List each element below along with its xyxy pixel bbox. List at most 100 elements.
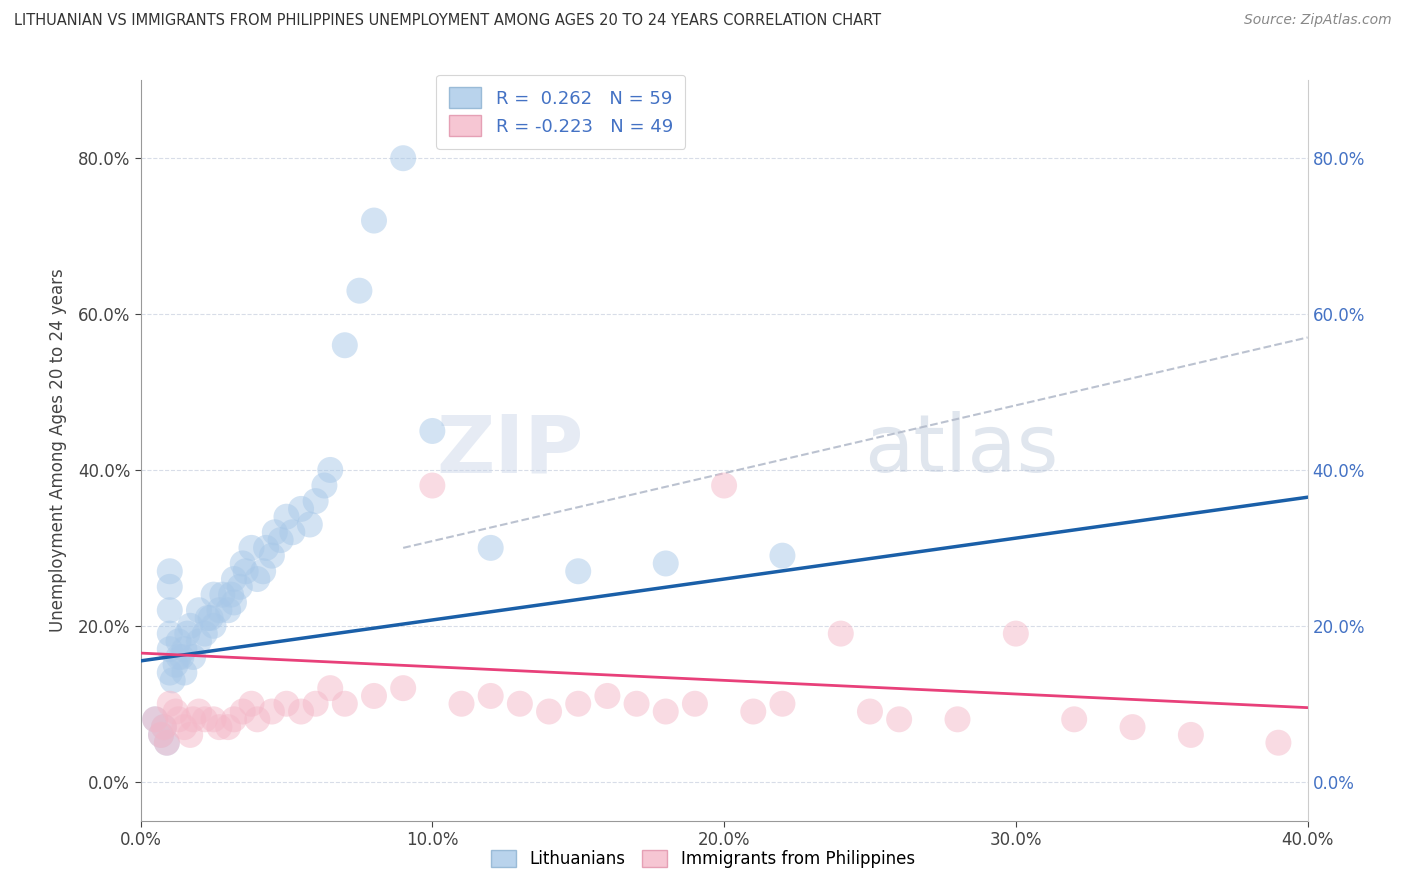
Legend: R =  0.262   N = 59, R = -0.223   N = 49: R = 0.262 N = 59, R = -0.223 N = 49 [436, 75, 686, 149]
Point [349, 284, 371, 298]
Point [173, 720, 195, 734]
Point [260, 705, 283, 719]
Point [156, 736, 179, 750]
Point [305, 697, 328, 711]
Point [946, 712, 969, 726]
Point [450, 697, 472, 711]
Point [1267, 736, 1289, 750]
Point [208, 603, 231, 617]
Point [281, 525, 304, 540]
Point [179, 728, 201, 742]
Point [156, 736, 179, 750]
Point [153, 720, 176, 734]
Point [254, 541, 277, 555]
Point [240, 541, 263, 555]
Point [305, 494, 328, 508]
Point [143, 712, 166, 726]
Point [1122, 720, 1144, 734]
Point [567, 564, 589, 578]
Point [232, 557, 254, 571]
Point [263, 525, 285, 540]
Point [1005, 626, 1028, 640]
Point [208, 720, 231, 734]
Point [276, 509, 298, 524]
Point [150, 728, 173, 742]
Point [179, 619, 201, 633]
Point [173, 665, 195, 680]
Point [479, 541, 502, 555]
Point [859, 705, 882, 719]
Point [170, 650, 193, 665]
Point [655, 557, 678, 571]
Text: Source: ZipAtlas.com: Source: ZipAtlas.com [1244, 13, 1392, 28]
Point [167, 712, 190, 726]
Point [683, 697, 706, 711]
Point [479, 689, 502, 703]
Point [246, 572, 269, 586]
Point [713, 478, 735, 492]
Point [596, 689, 619, 703]
Point [333, 338, 356, 352]
Text: LITHUANIAN VS IMMIGRANTS FROM PHILIPPINES UNEMPLOYMENT AMONG AGES 20 TO 24 YEARS: LITHUANIAN VS IMMIGRANTS FROM PHILIPPINE… [14, 13, 882, 29]
Point [165, 705, 187, 719]
Point [392, 151, 415, 165]
Point [217, 603, 239, 617]
Point [176, 626, 198, 640]
Point [392, 681, 415, 695]
Point [319, 681, 342, 695]
Legend: Lithuanians, Immigrants from Philippines: Lithuanians, Immigrants from Philippines [485, 843, 921, 875]
Point [159, 697, 181, 711]
Point [153, 720, 176, 734]
Y-axis label: Unemployment Among Ages 20 to 24 years: Unemployment Among Ages 20 to 24 years [49, 268, 66, 632]
Point [162, 673, 184, 688]
Point [165, 657, 187, 672]
Point [197, 611, 219, 625]
Point [260, 549, 283, 563]
Point [202, 588, 225, 602]
Point [202, 712, 225, 726]
Point [159, 564, 181, 578]
Point [167, 634, 190, 648]
Point [217, 720, 239, 734]
Point [772, 549, 794, 563]
Point [167, 650, 190, 665]
Point [188, 603, 211, 617]
Point [333, 697, 356, 711]
Point [1063, 712, 1085, 726]
Point [422, 424, 444, 438]
Point [181, 712, 204, 726]
Text: atlas: atlas [865, 411, 1059, 490]
Point [270, 533, 292, 547]
Point [314, 478, 336, 492]
Point [229, 580, 252, 594]
Point [222, 595, 245, 609]
Point [830, 626, 852, 640]
Point [181, 650, 204, 665]
Point [202, 619, 225, 633]
Point [222, 572, 245, 586]
Text: ZIP: ZIP [437, 411, 583, 490]
Point [363, 213, 385, 227]
Point [246, 712, 269, 726]
Point [159, 626, 181, 640]
Point [567, 697, 589, 711]
Point [232, 705, 254, 719]
Point [509, 697, 531, 711]
Point [194, 626, 217, 640]
Point [222, 712, 245, 726]
Point [319, 463, 342, 477]
Point [200, 611, 222, 625]
Point [235, 564, 257, 578]
Point [159, 665, 181, 680]
Point [363, 689, 385, 703]
Point [290, 502, 312, 516]
Point [211, 588, 233, 602]
Point [194, 712, 217, 726]
Point [1180, 728, 1202, 742]
Point [422, 478, 444, 492]
Point [159, 580, 181, 594]
Point [655, 705, 678, 719]
Point [298, 517, 321, 532]
Point [276, 697, 298, 711]
Point [159, 603, 181, 617]
